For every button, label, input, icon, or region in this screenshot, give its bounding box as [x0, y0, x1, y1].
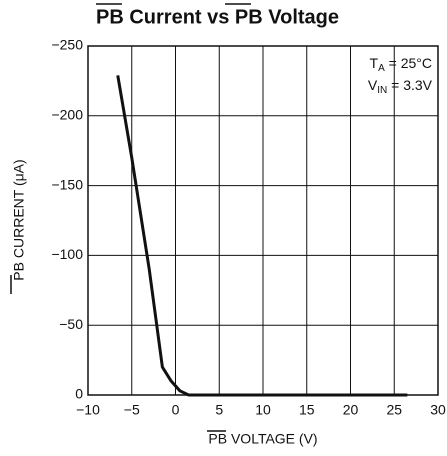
x-tick-label: 10 [255, 402, 271, 418]
x-tick-label: −5 [124, 402, 140, 418]
x-axis-label: PB VOLTAGE (V) [208, 431, 317, 447]
annotation-part: A [378, 63, 385, 74]
x-tick-label: 20 [343, 402, 359, 418]
data-line [116, 75, 408, 397]
annotation-part: V [368, 77, 378, 93]
x-tick-label: 5 [215, 402, 223, 418]
y-tick-label: −100 [51, 246, 83, 262]
annotation-part: = 25°C [385, 55, 432, 71]
x-tick-label: 30 [430, 402, 446, 418]
x-tick-label: −10 [76, 402, 100, 418]
x-tick-label: 15 [299, 402, 315, 418]
x-tick-label: 0 [172, 402, 180, 418]
y-tick-label: −200 [51, 107, 83, 123]
y-tick-label: 0 [75, 386, 83, 402]
y-tick-label: −150 [51, 176, 83, 192]
y-tick-label: −250 [51, 37, 83, 53]
annotation-part: T [370, 55, 379, 71]
annotation: TA = 25°C [370, 55, 432, 74]
annotation-part: = 3.3V [387, 77, 432, 93]
y-axis-label: PB CURRENT (μA) [11, 159, 27, 280]
chart-title: PB Current vs PB Voltage [96, 6, 339, 28]
annotation: VIN = 3.3V [368, 77, 433, 96]
y-tick-label: −50 [59, 316, 83, 332]
annotation-part: IN [377, 85, 387, 96]
x-tick-label: 25 [386, 402, 402, 418]
